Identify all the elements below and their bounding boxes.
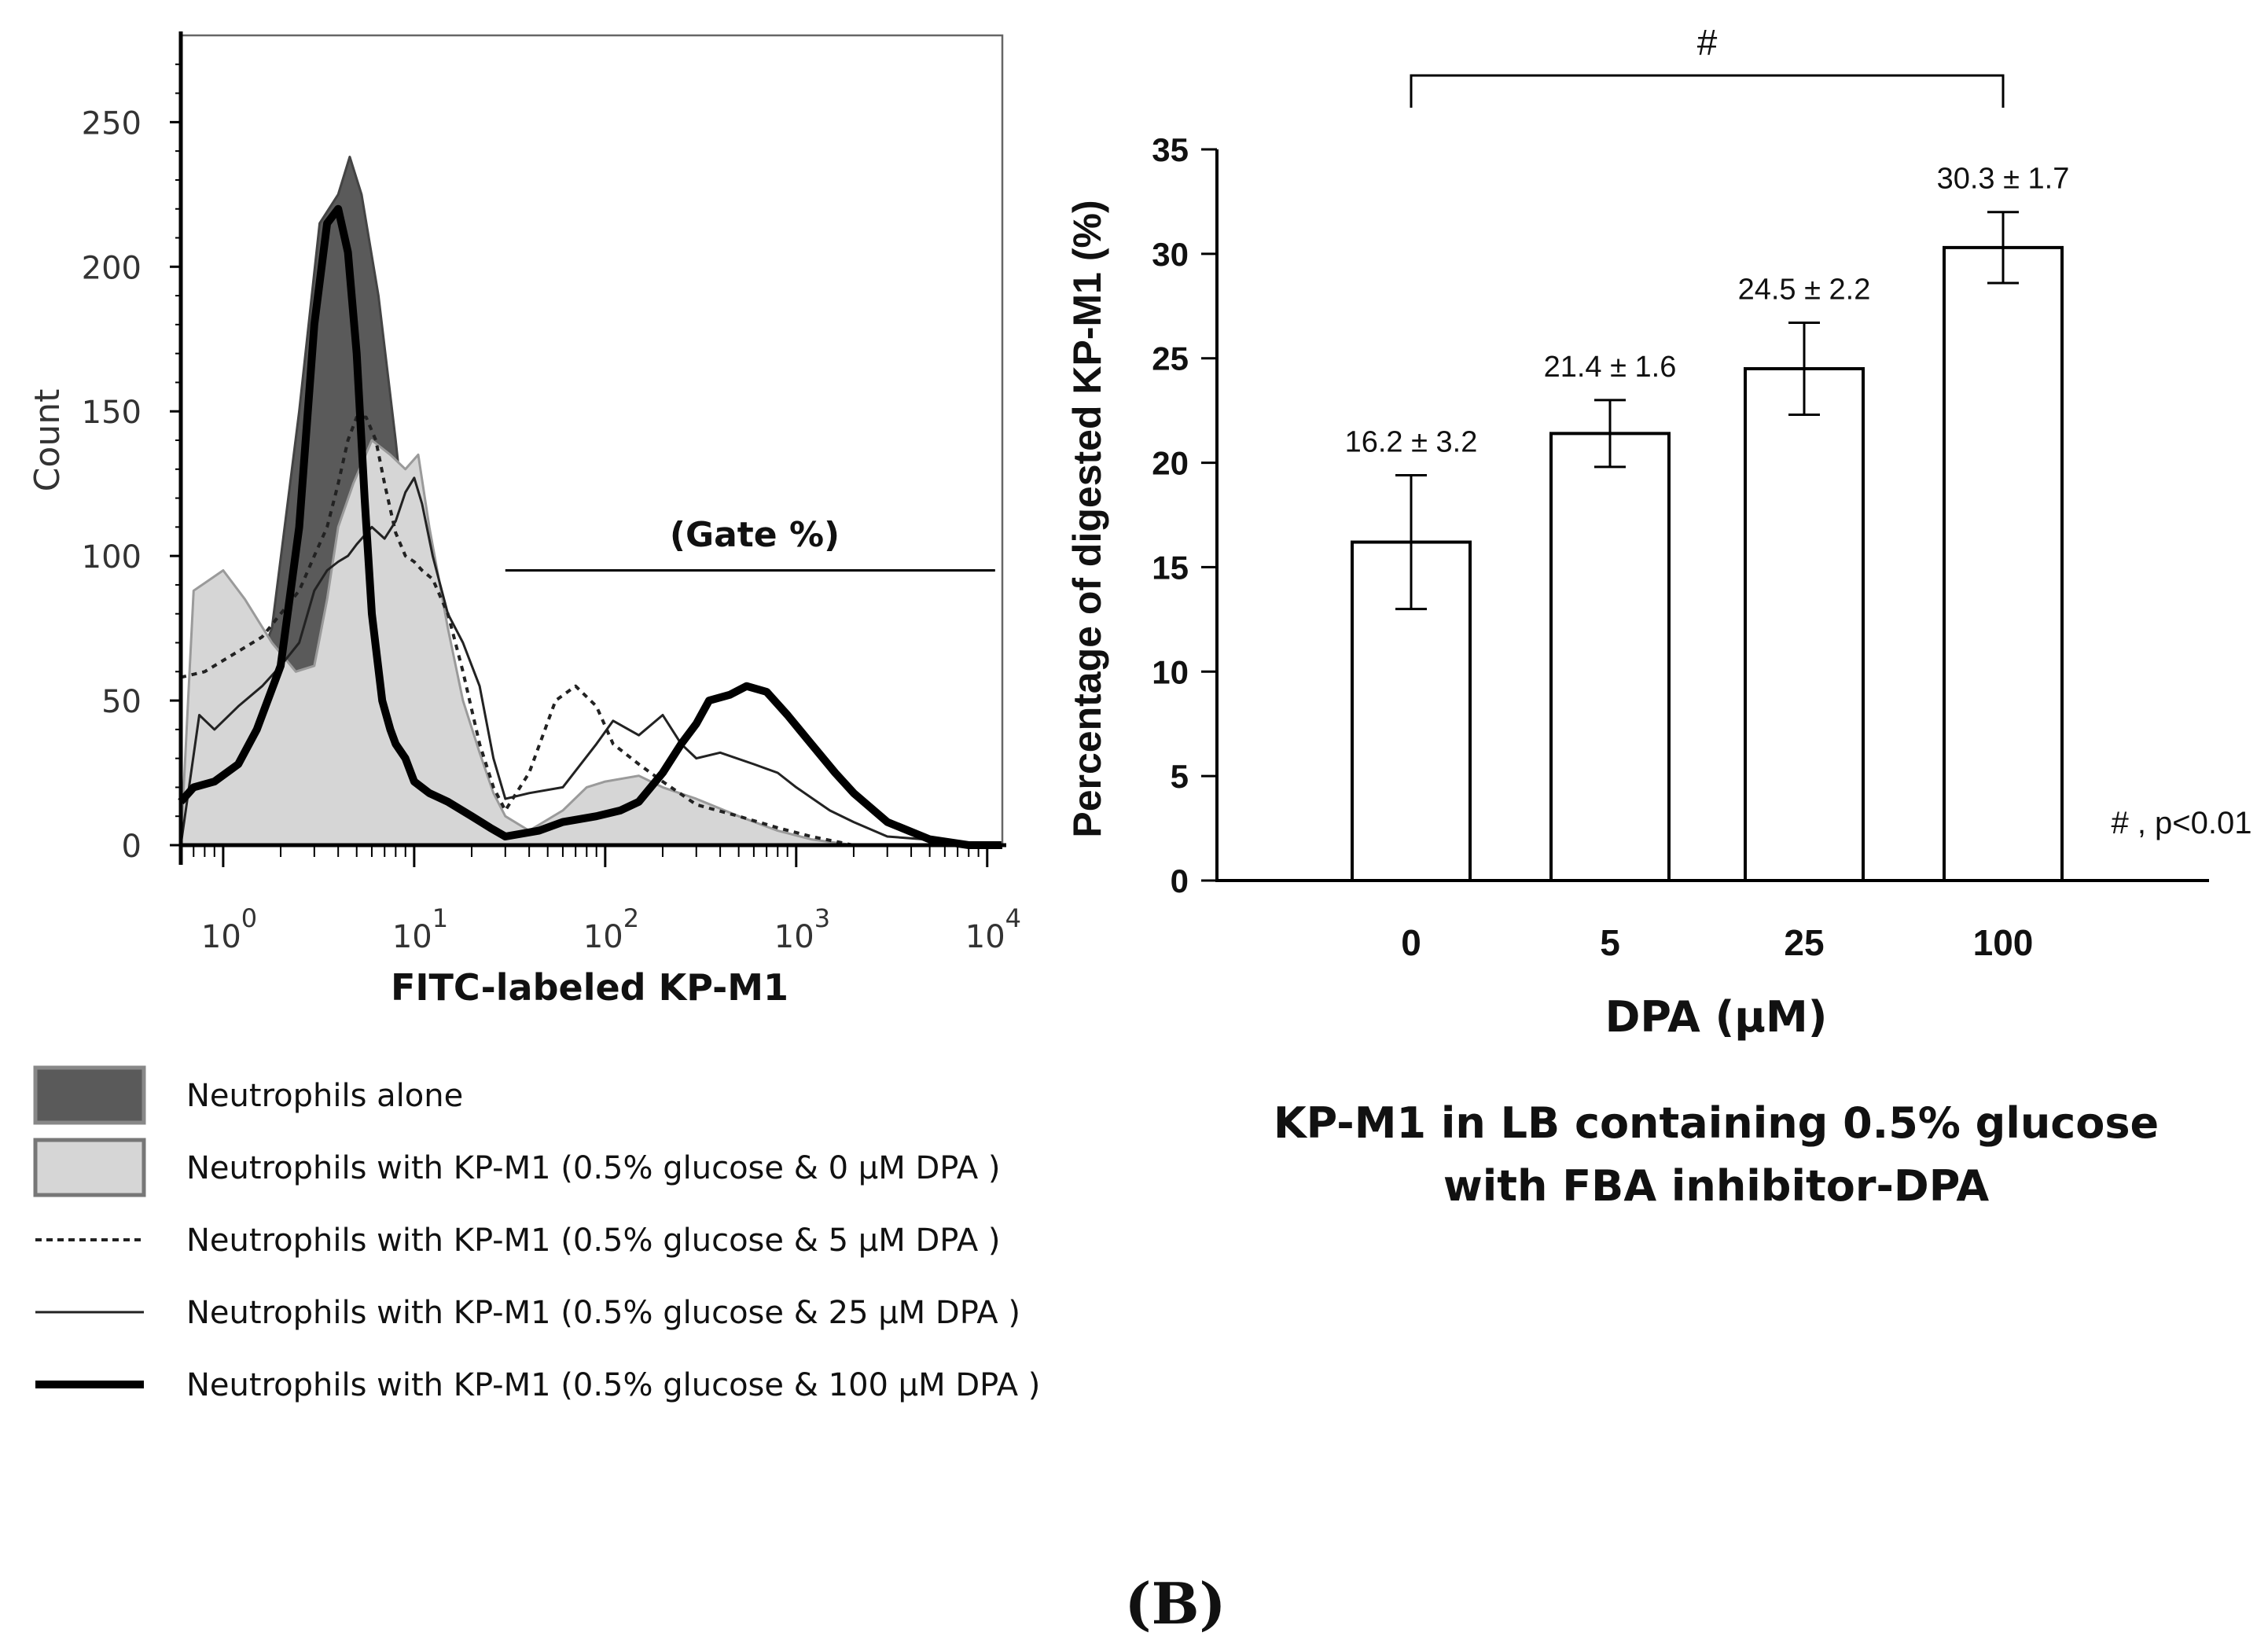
histogram-y-ticks: 0 50 100 150 200 250 <box>82 64 181 865</box>
bar-value-label: 21.4 ± 1.6 <box>1544 351 1677 384</box>
legend-swatch-filled-dark <box>35 1068 144 1123</box>
bar-100 <box>1944 248 2062 881</box>
legend-label: Neutrophils with KP-M1 (0.5% glucose & 1… <box>186 1367 1040 1403</box>
histogram-y-label: Count <box>28 389 68 492</box>
legend-label: Neutrophils with KP-M1 (0.5% glucose & 0… <box>186 1150 1001 1186</box>
bar-25 <box>1745 369 1863 881</box>
bar-chart-title-line-1: KP-M1 in LB containing 0.5% glucose <box>1274 1098 2159 1148</box>
bar-x-tick-label: 100 <box>1973 922 2034 963</box>
bar-x-tick-label: 5 <box>1600 922 1620 963</box>
bar-value-label: 30.3 ± 1.7 <box>1937 163 2070 196</box>
gate-marker: (Gate %) <box>505 515 995 571</box>
bar-y-tick-label: 5 <box>1171 758 1189 795</box>
histogram-y-tick-label: 100 <box>82 539 142 575</box>
bar-y-tick-label: 10 <box>1152 653 1189 690</box>
significance-bracket-line <box>1411 75 2003 108</box>
histogram-x-tick-label: 102 <box>583 903 639 955</box>
bar-chart-title-line-2: with FBA inhibitor-DPA <box>1443 1161 1990 1211</box>
bar-chart-marks: 16.2 ± 3.2 21.4 ± 1.6 24.5 ± 2.2 30.3 ± 1.7 <box>1345 163 2070 881</box>
significance-bracket: # <box>1411 22 2003 108</box>
bar-y-tick-label: 15 <box>1152 549 1189 586</box>
bar-5 <box>1551 433 1669 881</box>
histogram-y-tick-label: 50 <box>101 684 142 720</box>
significance-note: # , p<0.01 <box>2111 806 2251 840</box>
bar-y-ticks: 0 5 10 15 20 25 30 35 <box>1152 131 1217 899</box>
histogram-x-tick-label: 100 <box>201 903 257 955</box>
histogram-x-label: FITC-labeled KP-M1 <box>391 966 788 1009</box>
histogram-series-group <box>181 157 1002 846</box>
legend-label: Neutrophils alone <box>186 1078 463 1114</box>
histogram-x-tick-label: 101 <box>392 903 448 955</box>
bar-x-label: DPA (μM) <box>1605 992 1828 1042</box>
histogram-y-tick-label: 150 <box>82 395 142 431</box>
histogram-legend: Neutrophils alone Neutrophils with KP-M1 … <box>35 1068 1040 1403</box>
histogram-x-tick-label: 104 <box>965 903 1021 955</box>
bar-value-label: 24.5 ± 2.2 <box>1738 274 1871 307</box>
histogram-y-tick-label: 0 <box>122 829 142 865</box>
bar-y-tick-label: 25 <box>1152 340 1189 377</box>
bar-chart: 16.2 ± 3.2 21.4 ± 1.6 24.5 ± 2.2 30.3 ± 1.7… <box>1065 22 2252 1211</box>
legend-swatch-filled-light <box>35 1140 144 1195</box>
bar-value-label: 16.2 ± 3.2 <box>1345 426 1478 459</box>
legend-label: Neutrophils with KP-M1 (0.5% glucose & 2… <box>186 1295 1020 1331</box>
legend-label: Neutrophils with KP-M1 (0.5% glucose & 5… <box>186 1223 1001 1259</box>
bar-y-tick-label: 0 <box>1171 862 1189 899</box>
histogram-y-tick-label: 200 <box>82 250 142 286</box>
bar-x-ticks: 0 5 25 100 <box>1401 922 2033 963</box>
bar-y-label: Percentage of digested KP-M1 (%) <box>1065 200 1109 837</box>
flow-histogram: 0 50 100 150 200 250 100 101 102 103 104 (Gate %)… <box>28 31 1021 1009</box>
bar-x-tick-label: 25 <box>1784 922 1824 963</box>
panel-label: (B) <box>1125 1570 1226 1637</box>
bar-y-tick-label: 35 <box>1152 131 1189 168</box>
significance-symbol: # <box>1697 22 1718 63</box>
figure: 050100150200250 100101102103104 (Gate %)… <box>0 0 2268 1651</box>
histogram-x-tick-label: 103 <box>774 903 830 955</box>
bar-x-tick-label: 0 <box>1401 922 1421 963</box>
histogram-x-ticks: 100 101 102 103 104 <box>181 845 1021 955</box>
bar-y-tick-label: 30 <box>1152 236 1189 273</box>
histogram-y-tick-label: 250 <box>82 105 142 142</box>
gate-label: (Gate %) <box>670 515 840 555</box>
bar-y-tick-label: 20 <box>1152 445 1189 482</box>
